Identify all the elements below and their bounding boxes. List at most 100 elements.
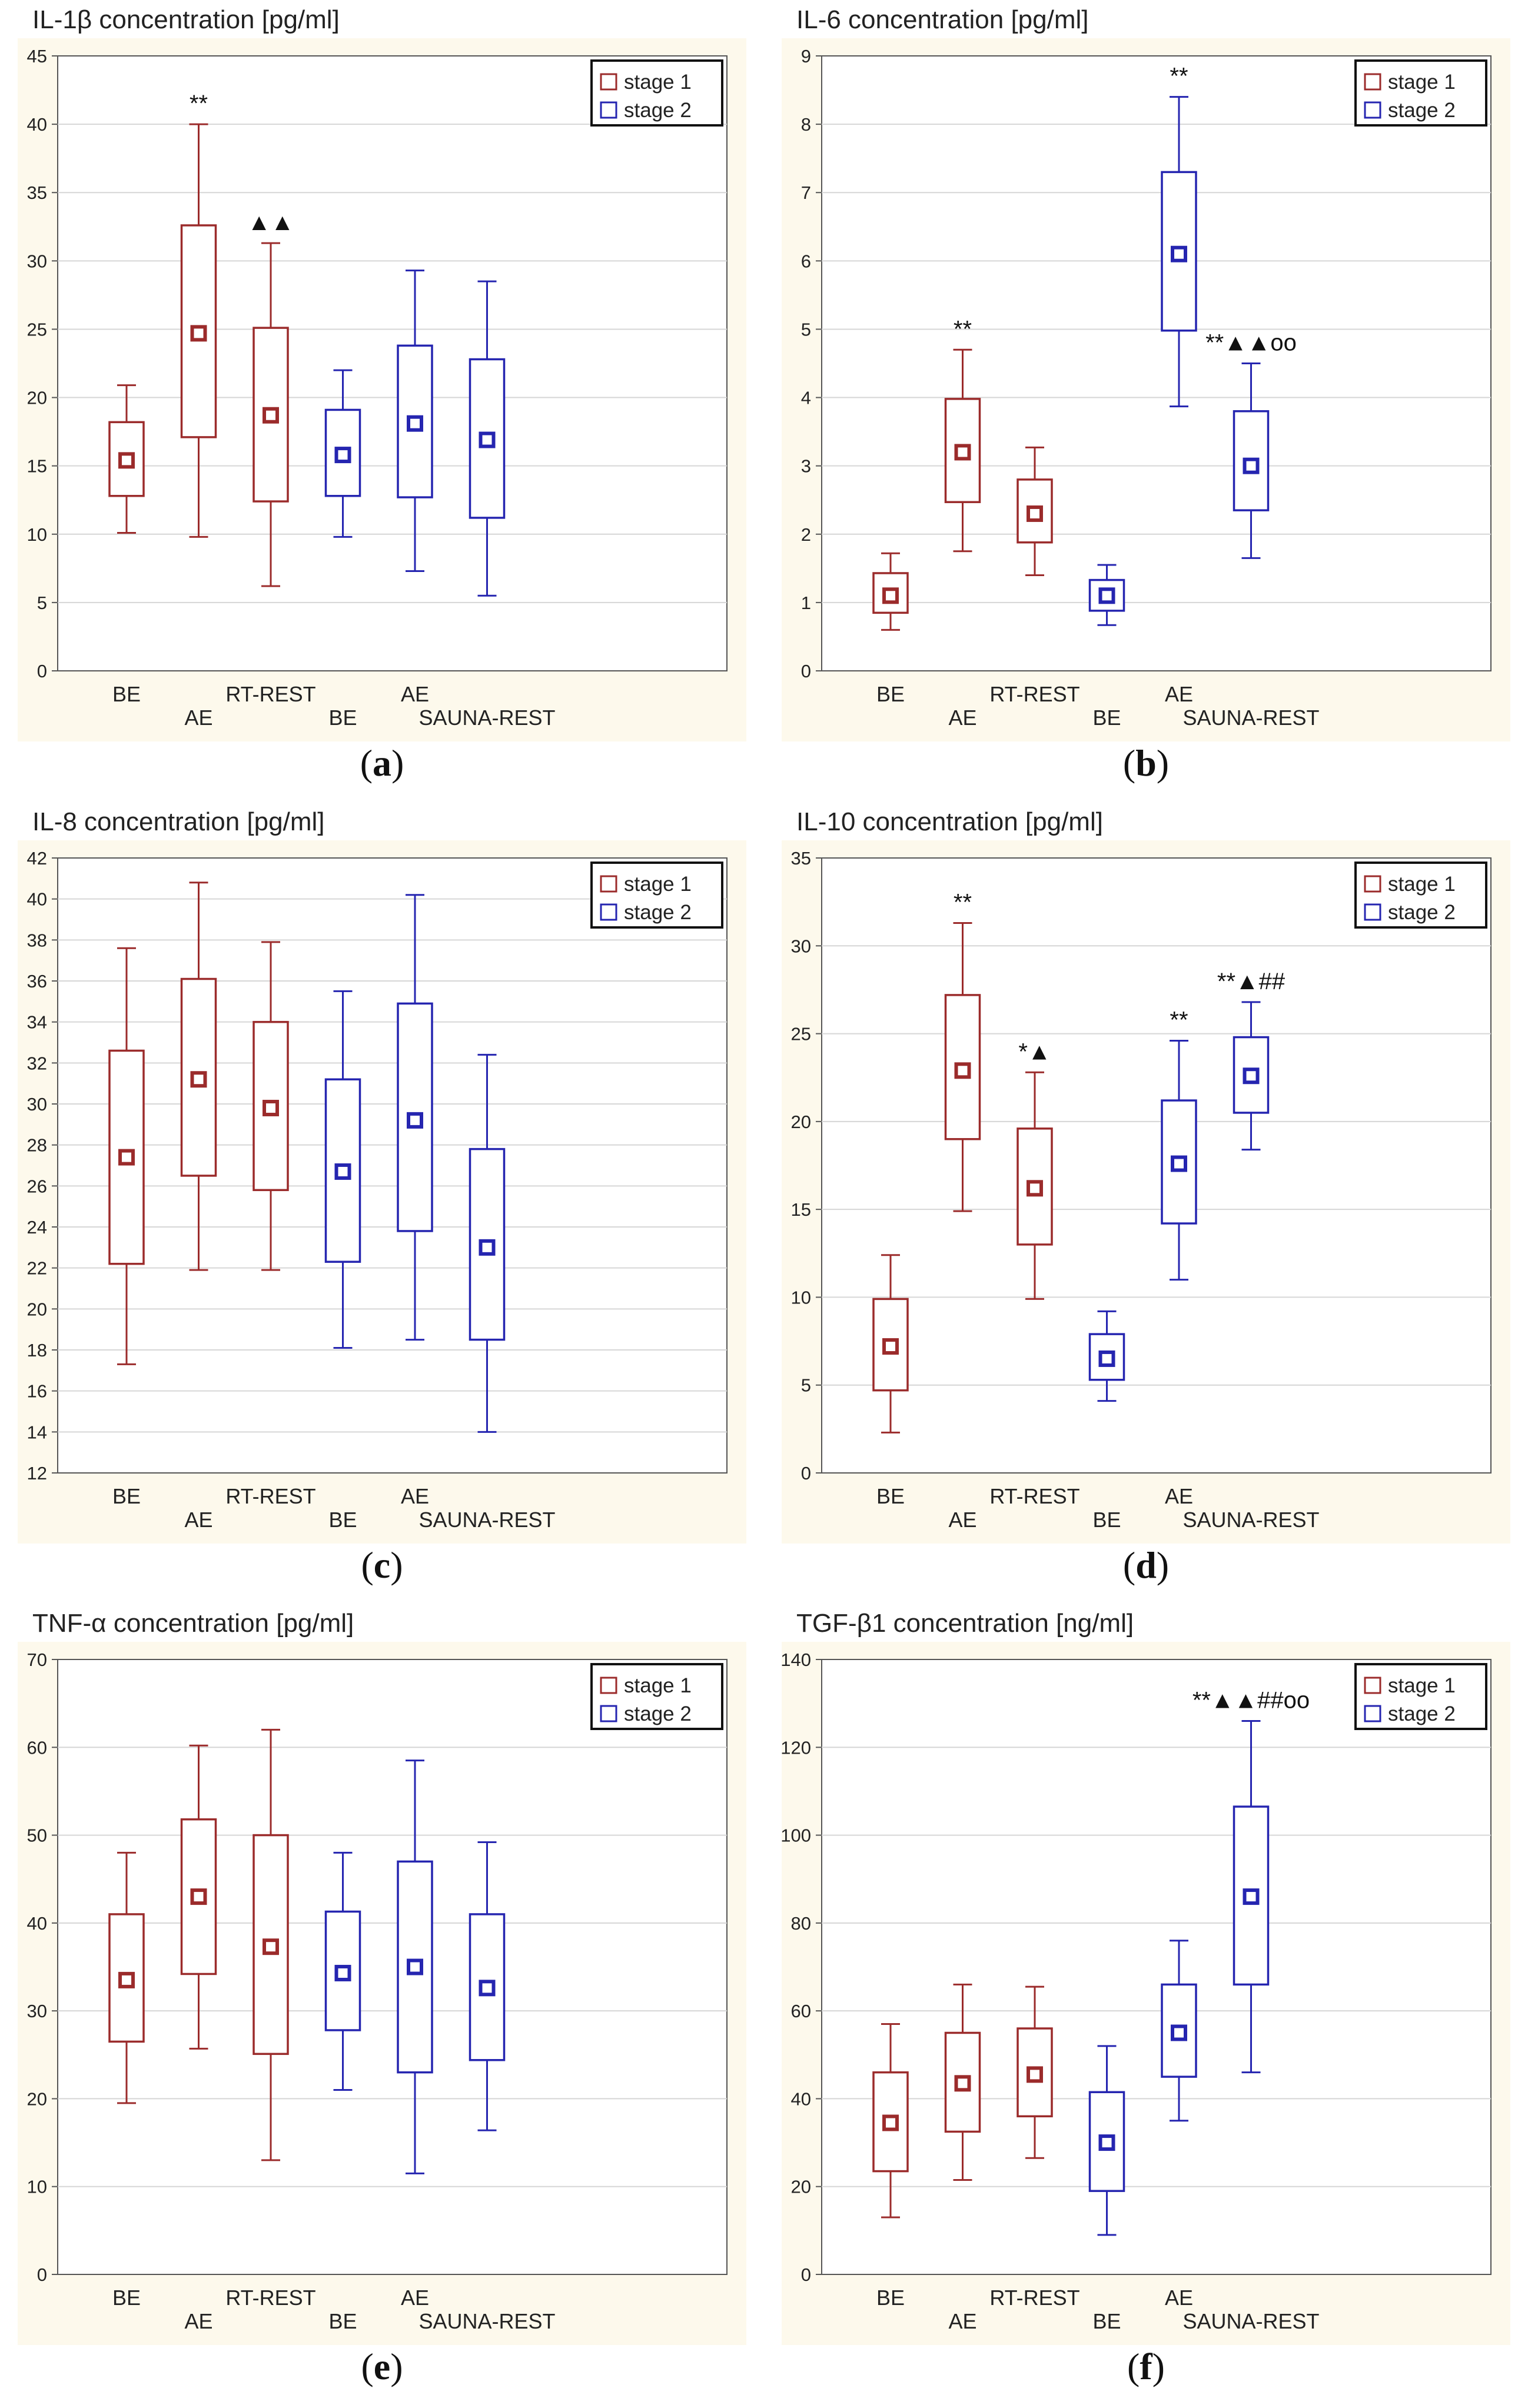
box-stage1-2: ** [944, 889, 981, 1212]
mean-marker [263, 1938, 279, 1955]
y-tick-label: 30 [791, 936, 811, 956]
significance-annotation: **▲▲##oo [1192, 1688, 1310, 1714]
x-category-label: AE [184, 1508, 212, 1532]
y-tick-label: 14 [27, 1422, 47, 1442]
chart-panel-a: IL-1β concentration [pg/ml] 0 5 10 15 20 25 30 3… [18, 5, 746, 784]
box-stage2-2 [397, 1760, 433, 2174]
box-stage2-3: **▲## [1217, 969, 1285, 1151]
box-stage2-3 [469, 1841, 506, 2131]
y-tick-label: 100 [780, 1825, 811, 1846]
x-category-label: RT-REST [225, 2286, 315, 2310]
box-stage2-3: **▲▲##oo [1192, 1688, 1310, 2074]
x-category-label: BE [876, 682, 905, 706]
plot-area [57, 857, 728, 1474]
y-tick-label: 18 [27, 1340, 47, 1361]
legend-entry: stage 1 [624, 873, 692, 896]
x-category-label: SAUNA-REST [418, 2309, 555, 2333]
mean-marker [263, 407, 279, 424]
y-tick-label: 15 [791, 1199, 811, 1220]
box-stage1-1 [108, 947, 145, 1365]
y-tick-label: 24 [27, 1217, 47, 1238]
y-tick-label: 20 [27, 2088, 47, 2109]
legend-entry: stage 2 [624, 901, 692, 924]
legend-swatch [1364, 1677, 1381, 1694]
significance-annotation: **▲## [1217, 969, 1285, 995]
legend-entry: stage 2 [1388, 99, 1456, 122]
box-stage2-3 [469, 1053, 506, 1433]
x-category-label: AE [184, 2309, 212, 2333]
x-category-label: RT-REST [225, 1484, 315, 1508]
mean-marker [190, 1071, 207, 1088]
y-tick-label: 20 [791, 1112, 811, 1132]
mean-marker [263, 1099, 279, 1116]
plot-area [821, 1659, 1492, 2275]
y-tick-label: 50 [27, 1825, 47, 1846]
mean-marker [1027, 1180, 1043, 1197]
x-category-label: RT-REST [225, 682, 315, 706]
y-tick-label: 3 [801, 456, 811, 477]
y-tick-label: 20 [791, 2177, 811, 2197]
box-stage1-1 [872, 2023, 909, 2219]
legend-swatch [1364, 73, 1381, 91]
box-stage1-1 [872, 552, 909, 631]
x-category-label: AE [401, 2286, 429, 2310]
y-tick-label: 140 [780, 1649, 811, 1670]
box-stage1-3: ▲▲ [247, 209, 294, 587]
mean-marker [1171, 2024, 1187, 2041]
y-tick-label: 0 [37, 2264, 47, 2285]
legend-entry: stage 2 [1388, 1702, 1456, 1725]
box-stage2-1 [324, 369, 361, 538]
mean-marker [1171, 245, 1187, 262]
mean-marker [1243, 1888, 1260, 1905]
mean-marker [118, 1149, 135, 1166]
chart-panel-e: TNF-α concentration [pg/ml] 0 10 20 30 40 50 60… [18, 1609, 746, 2387]
legend-swatch [1364, 101, 1381, 119]
mean-marker [407, 1112, 423, 1129]
mean-marker [954, 444, 971, 461]
x-category-label: BE [1092, 706, 1121, 730]
y-tick-label: 70 [27, 1649, 47, 1670]
y-tick-label: 5 [37, 593, 47, 613]
y-tick-label: 120 [780, 1737, 811, 1758]
box-stage1-1 [108, 384, 145, 534]
legend-swatch [600, 903, 617, 921]
box-stage1-2 [180, 1744, 217, 2050]
y-tick-label: 22 [27, 1258, 47, 1279]
legend-swatch [1364, 903, 1381, 921]
legend-entry: stage 1 [624, 71, 692, 94]
box-stage2-2: ** [1161, 1007, 1197, 1281]
y-tick-label: 35 [791, 848, 811, 869]
x-category-label: BE [328, 1508, 357, 1532]
y-tick-label: 36 [27, 971, 47, 992]
plot-area [57, 1659, 728, 2275]
panel-caption: (f) [1127, 2346, 1165, 2387]
y-tick-label: 45 [27, 46, 47, 66]
plot-area [821, 857, 1492, 1474]
mean-marker [1098, 587, 1115, 604]
x-category-label: RT-REST [989, 2286, 1079, 2310]
x-category-label: BE [1092, 1508, 1121, 1532]
y-tick-label: 7 [801, 182, 811, 203]
box-stage1-2 [944, 1983, 981, 2181]
y-tick-label: 34 [27, 1012, 47, 1033]
box-stage1-3 [253, 941, 289, 1271]
legend-entry: stage 2 [1388, 901, 1456, 924]
x-category-label: BE [328, 706, 357, 730]
significance-annotation: ** [954, 889, 972, 915]
legend-swatch [600, 1705, 617, 1722]
panel-caption: (e) [361, 2346, 403, 2387]
y-tick-label: 40 [27, 1913, 47, 1934]
x-category-label: SAUNA-REST [418, 1508, 555, 1532]
legend-swatch [600, 875, 617, 893]
y-tick-label: 26 [27, 1176, 47, 1196]
plot-area [821, 55, 1492, 671]
box-stage1-2: ** [180, 91, 217, 538]
mean-marker [118, 452, 135, 469]
mean-marker [882, 1338, 899, 1355]
significance-annotation: ** [1170, 64, 1188, 89]
y-tick-label: 9 [801, 46, 811, 66]
mean-marker [954, 1062, 971, 1079]
y-tick-label: 40 [27, 114, 47, 135]
box-stage1-3 [1017, 446, 1053, 576]
panel-caption-letter: b [1135, 742, 1157, 784]
